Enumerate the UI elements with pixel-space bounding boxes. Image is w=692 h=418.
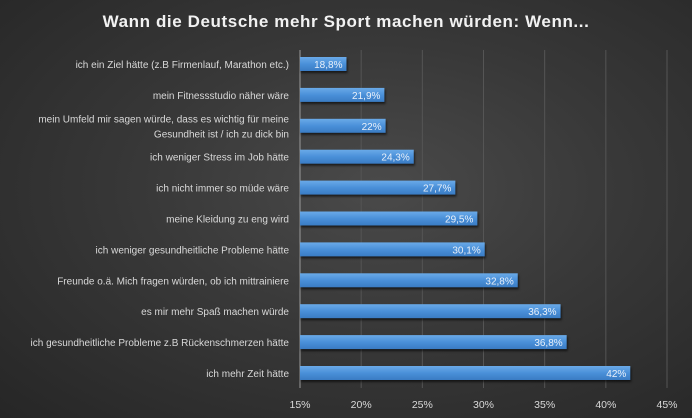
x-tick-label: 20% [351, 399, 372, 411]
category-label: Freunde o.ä. Mich fragen würden, ob ich … [57, 276, 289, 287]
category-label: meine Kleidung zu eng wird [166, 215, 289, 226]
x-tick-label: 30% [473, 399, 494, 411]
x-tick-label: 40% [595, 399, 616, 411]
category-label: es mir mehr Spaß machen würde [141, 307, 289, 318]
category-label: Gesundheit ist / ich zu dick bin [154, 129, 289, 140]
chart-title: Wann die Deutsche mehr Sport machen würd… [103, 12, 590, 31]
x-tick-label: 45% [656, 399, 677, 411]
data-label: 27,7% [423, 184, 451, 195]
category-label: ich nicht immer so müde wäre [156, 184, 289, 195]
data-label: 36,8% [534, 338, 562, 349]
category-label: ich weniger Stress im Job hätte [150, 153, 289, 164]
category-label: mein Fitnessstudio näher wäre [153, 91, 290, 102]
category-label: ich gesundheitliche Probleme z.B Rückens… [31, 338, 290, 349]
data-label: 30,1% [452, 245, 480, 256]
data-label: 32,8% [485, 276, 513, 287]
bar [300, 273, 518, 288]
bar [300, 242, 485, 257]
category-label: ich mehr Zeit hätte [206, 369, 289, 380]
bar [300, 87, 385, 102]
x-tick-label: 15% [289, 399, 310, 411]
bar [300, 366, 631, 380]
data-label: 29,5% [445, 215, 473, 226]
bar [300, 211, 478, 226]
category-label: ich ein Ziel hätte (z.B Firmenlauf, Mara… [76, 60, 289, 71]
data-label: 24,3% [381, 153, 409, 164]
bar [300, 304, 561, 319]
data-label: 18,8% [314, 60, 342, 71]
bar [300, 118, 386, 133]
data-label: 42% [606, 369, 626, 380]
category-label: ich weniger gesundheitliche Probleme hät… [96, 245, 290, 256]
bar [300, 57, 347, 71]
x-tick-label: 25% [412, 399, 433, 411]
data-label: 21,9% [352, 91, 380, 102]
x-tick-label: 35% [534, 399, 555, 411]
data-label: 36,3% [528, 307, 556, 318]
bar [300, 335, 567, 350]
bar [300, 149, 414, 164]
category-label: mein Umfeld mir sagen würde, dass es wic… [38, 114, 289, 125]
data-label: 22% [362, 122, 382, 133]
bar [300, 180, 456, 195]
